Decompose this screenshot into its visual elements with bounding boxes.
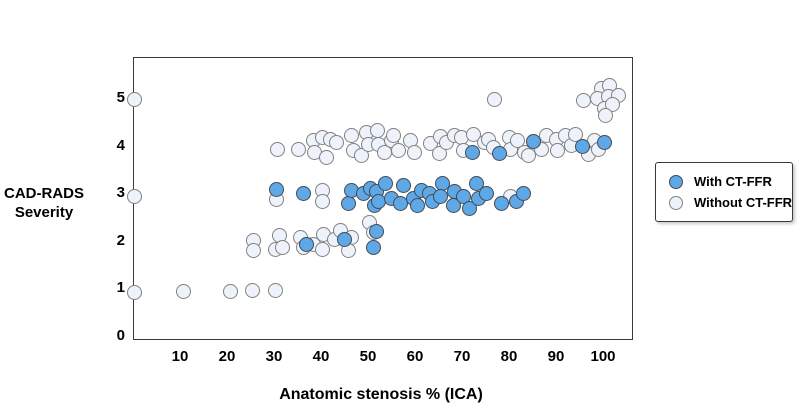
data-point-without-ctffr <box>270 141 286 157</box>
legend-label-with-ctffr: With CT-FFR <box>694 174 772 189</box>
y-axis-title: CAD-RADS Severity <box>0 184 88 222</box>
data-point-without-ctffr <box>343 128 359 144</box>
x-tick-label: 70 <box>453 348 471 365</box>
data-point-with-ctffr <box>465 144 481 160</box>
data-point-with-ctffr <box>365 240 381 255</box>
x-tick-label: 80 <box>500 348 518 365</box>
data-point-without-ctffr <box>126 91 142 107</box>
y-tick-label: 2 <box>116 231 125 249</box>
open-circle-icon <box>669 195 683 210</box>
data-point-with-ctffr <box>410 197 426 213</box>
data-point-without-ctffr <box>390 142 406 158</box>
data-point-with-ctffr <box>341 195 357 211</box>
data-point-without-ctffr <box>176 283 192 299</box>
legend-label-without-ctffr: Without CT-FFR <box>694 195 793 210</box>
data-point-without-ctffr <box>353 148 369 164</box>
data-point-without-ctffr <box>576 93 592 109</box>
data-point-with-ctffr <box>596 135 612 151</box>
data-point-without-ctffr <box>245 282 261 298</box>
data-point-with-ctffr <box>478 185 494 201</box>
filled-circle-icon <box>669 174 683 189</box>
x-tick-label: 50 <box>359 348 377 365</box>
x-tick-label: 30 <box>265 348 283 365</box>
y-tick-label: 3 <box>116 184 125 202</box>
legend: With CT-FFR Without CT-FFR <box>655 162 793 222</box>
legend-item-without-ctffr: Without CT-FFR <box>656 192 792 213</box>
x-tick-label: 10 <box>171 348 189 365</box>
data-point-without-ctffr <box>521 148 537 164</box>
plot-area <box>126 57 633 340</box>
data-point-without-ctffr <box>275 240 291 255</box>
data-point-without-ctffr <box>386 128 402 144</box>
data-point-with-ctffr <box>526 134 542 150</box>
y-tick-label: 1 <box>116 279 125 297</box>
y-axis-title-line2: Severity <box>14 204 74 221</box>
y-tick-label: 0 <box>116 327 125 344</box>
data-point-without-ctffr <box>223 283 239 299</box>
data-point-without-ctffr <box>268 282 284 298</box>
data-point-without-ctffr <box>315 193 331 209</box>
data-point-with-ctffr <box>515 185 531 201</box>
data-point-without-ctffr <box>318 150 334 166</box>
x-tick-label: 90 <box>547 348 565 365</box>
data-point-with-ctffr <box>298 237 314 253</box>
data-point-without-ctffr <box>126 284 142 300</box>
data-point-with-ctffr <box>269 181 285 197</box>
data-point-with-ctffr <box>336 232 352 248</box>
data-point-without-ctffr <box>126 188 142 204</box>
data-point-without-ctffr <box>246 243 262 259</box>
data-point-without-ctffr <box>406 144 422 160</box>
data-point-with-ctffr <box>368 224 384 240</box>
data-point-without-ctffr <box>598 108 614 124</box>
data-point-without-ctffr <box>291 141 307 157</box>
data-point-without-ctffr <box>328 135 344 151</box>
legend-item-with-ctffr: With CT-FFR <box>656 171 792 192</box>
x-tick-label: 100 <box>590 348 616 365</box>
y-axis-title-line1: CAD-RADS <box>4 185 84 202</box>
x-tick-label: 60 <box>406 348 424 365</box>
data-point-with-ctffr <box>491 146 507 162</box>
data-point-without-ctffr <box>486 91 502 107</box>
y-tick-label: 5 <box>116 89 125 106</box>
x-tick-label: 20 <box>218 348 236 365</box>
data-point-without-ctffr <box>370 123 386 139</box>
data-point-with-ctffr <box>493 195 509 211</box>
data-point-with-ctffr <box>396 177 412 193</box>
data-point-with-ctffr <box>468 175 484 191</box>
data-point-without-ctffr <box>315 242 331 258</box>
x-tick-label: 40 <box>312 348 330 365</box>
data-point-with-ctffr <box>575 139 591 155</box>
data-point-with-ctffr <box>378 175 394 191</box>
y-tick-label: 4 <box>116 136 125 154</box>
data-point-with-ctffr <box>295 185 311 201</box>
x-axis-title: Anatomic stenosis % (ICA) <box>279 386 483 403</box>
